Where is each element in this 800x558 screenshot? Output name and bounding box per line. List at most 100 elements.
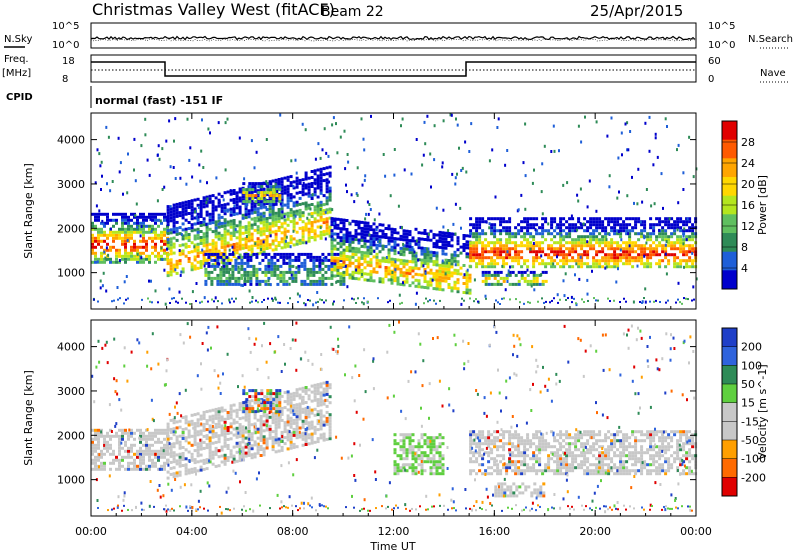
echo-speck bbox=[387, 301, 389, 303]
echo-speck bbox=[498, 117, 500, 120]
echo-speck bbox=[580, 141, 582, 144]
echo-cell bbox=[490, 265, 493, 268]
echo-cell bbox=[640, 256, 643, 259]
echo-cell bbox=[106, 432, 109, 435]
echo-cell bbox=[550, 244, 553, 247]
echo-cell bbox=[234, 283, 237, 286]
echo-cell bbox=[293, 404, 296, 407]
echo-cell bbox=[342, 280, 345, 283]
echo-cell bbox=[278, 185, 281, 188]
echo-cell bbox=[197, 412, 200, 415]
echo-speck bbox=[477, 301, 479, 303]
echo-cell bbox=[273, 265, 276, 268]
echo-cell bbox=[296, 436, 299, 439]
echo-speck bbox=[682, 188, 684, 191]
echo-cell bbox=[502, 217, 505, 220]
echo-cell bbox=[613, 232, 616, 235]
echo-cell bbox=[673, 253, 676, 256]
echo-cell bbox=[224, 245, 227, 248]
echo-cell bbox=[263, 215, 266, 218]
echo-cell bbox=[272, 243, 275, 246]
echo-cell bbox=[457, 269, 460, 272]
echo-cell bbox=[275, 404, 278, 407]
echo-cell bbox=[329, 166, 332, 169]
echo-cell bbox=[94, 255, 97, 258]
echo-cell bbox=[249, 274, 252, 277]
echo-cell bbox=[272, 216, 275, 219]
echo-speck bbox=[455, 176, 457, 179]
echo-cell bbox=[649, 256, 652, 259]
echo-cell bbox=[478, 262, 481, 265]
echo-cell bbox=[329, 401, 332, 404]
echo-cell bbox=[176, 438, 179, 441]
echo-cell bbox=[216, 280, 219, 283]
echo-cell bbox=[269, 243, 272, 246]
freq-tick-bottom: 8 bbox=[62, 74, 68, 85]
echo-cell bbox=[275, 429, 278, 432]
echo-speck bbox=[621, 153, 623, 156]
echo-cell bbox=[170, 231, 173, 234]
echo-speck bbox=[523, 161, 525, 164]
echo-cell bbox=[457, 281, 460, 284]
echo-cell bbox=[194, 449, 197, 452]
echo-cell bbox=[496, 250, 499, 253]
echo-cell bbox=[151, 459, 154, 462]
echo-speck bbox=[556, 255, 558, 258]
echo-cell bbox=[176, 420, 179, 423]
echo-cell bbox=[562, 256, 565, 259]
echo-cell bbox=[281, 446, 284, 449]
echo-cell bbox=[176, 233, 179, 236]
echo-cell bbox=[499, 229, 502, 232]
echo-cell bbox=[505, 232, 508, 235]
echo-cell bbox=[643, 262, 646, 265]
echo-cell bbox=[329, 190, 332, 193]
echo-cell bbox=[227, 438, 230, 441]
echo-cell bbox=[637, 259, 640, 262]
echo-cell bbox=[182, 237, 185, 240]
echo-cell bbox=[622, 226, 625, 229]
echo-cell bbox=[314, 232, 317, 235]
nsky-panel: N.Sky 10^5 10^0 10^5 10^0 N.Search bbox=[4, 21, 793, 51]
echo-cell bbox=[284, 421, 287, 424]
echo-speck bbox=[233, 301, 235, 303]
echo-speck bbox=[196, 282, 198, 285]
echo-cell bbox=[496, 256, 499, 259]
echo-cell bbox=[248, 248, 251, 251]
echo-cell bbox=[661, 244, 664, 247]
echo-cell bbox=[237, 262, 240, 265]
echo-cell bbox=[287, 245, 290, 248]
echo-cell bbox=[556, 250, 559, 253]
echo-cell bbox=[275, 218, 278, 221]
echo-cell bbox=[218, 413, 221, 416]
echo-cell bbox=[646, 235, 649, 238]
echo-cell bbox=[302, 435, 305, 438]
echo-cell bbox=[200, 263, 203, 266]
echo-cell bbox=[397, 244, 400, 247]
echo-cell bbox=[556, 232, 559, 235]
echo-cell bbox=[631, 259, 634, 262]
echo-cell bbox=[299, 215, 302, 218]
echo-cell bbox=[234, 280, 237, 283]
echo-cell bbox=[260, 454, 263, 457]
echo-cell bbox=[403, 433, 406, 436]
echo-cell bbox=[523, 220, 526, 223]
echo-cell bbox=[239, 209, 242, 212]
echo-cell bbox=[598, 220, 601, 223]
echo-cell bbox=[481, 247, 484, 250]
echo-cell bbox=[314, 396, 317, 399]
echo-cell bbox=[254, 200, 257, 203]
echo-cell bbox=[302, 178, 305, 181]
echo-cell bbox=[228, 268, 231, 271]
echo-cell bbox=[176, 435, 179, 438]
echo-speck bbox=[655, 300, 657, 302]
power-data-layer bbox=[91, 113, 698, 306]
echo-cell bbox=[245, 231, 248, 234]
echo-cell bbox=[315, 256, 318, 259]
echo-cell bbox=[424, 469, 427, 472]
echo-cell bbox=[337, 233, 340, 236]
echo-cell bbox=[320, 385, 323, 388]
echo-cell bbox=[505, 253, 508, 256]
echo-cell bbox=[320, 231, 323, 234]
echo-cell bbox=[478, 454, 481, 457]
